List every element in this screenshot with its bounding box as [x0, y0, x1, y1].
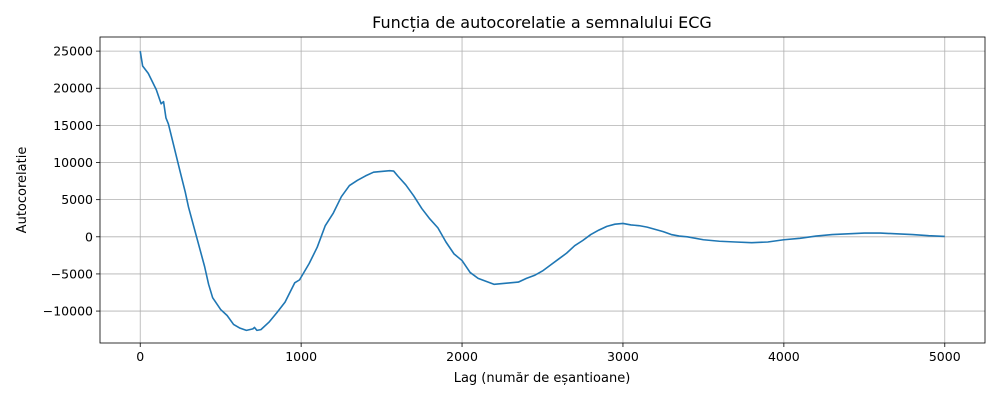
- x-tick-label: 4000: [768, 349, 800, 364]
- x-tick-label: 0: [136, 349, 144, 364]
- x-axis-label: Lag (număr de eșantioane): [454, 371, 631, 386]
- y-axis-ticks: −10000 −5000 0 5000 10000 15000 20000 25000: [43, 44, 100, 319]
- y-tick-label: 10000: [53, 155, 93, 170]
- y-axis-label: Autocorelatie: [15, 147, 30, 234]
- x-axis-ticks: 0 1000 2000 3000 4000 5000: [136, 343, 961, 364]
- y-tick-label: 5000: [61, 192, 93, 207]
- y-tick-label: 25000: [53, 44, 93, 59]
- y-tick-label: 15000: [53, 118, 93, 133]
- x-tick-label: 3000: [607, 349, 639, 364]
- y-tick-label: 20000: [53, 81, 93, 96]
- plot-frame: [99, 36, 986, 344]
- x-tick-label: 1000: [285, 349, 317, 364]
- x-tick-label: 5000: [929, 349, 961, 364]
- y-tick-label: 0: [85, 229, 93, 244]
- y-tick-label: −5000: [51, 266, 93, 281]
- y-tick-label: −10000: [43, 304, 93, 319]
- autocorrelation-line: [139, 50, 945, 332]
- chart-title: Funcția de autocorelatie a semnalului EC…: [372, 13, 712, 32]
- x-tick-label: 2000: [446, 349, 478, 364]
- grid-lines: [100, 37, 985, 343]
